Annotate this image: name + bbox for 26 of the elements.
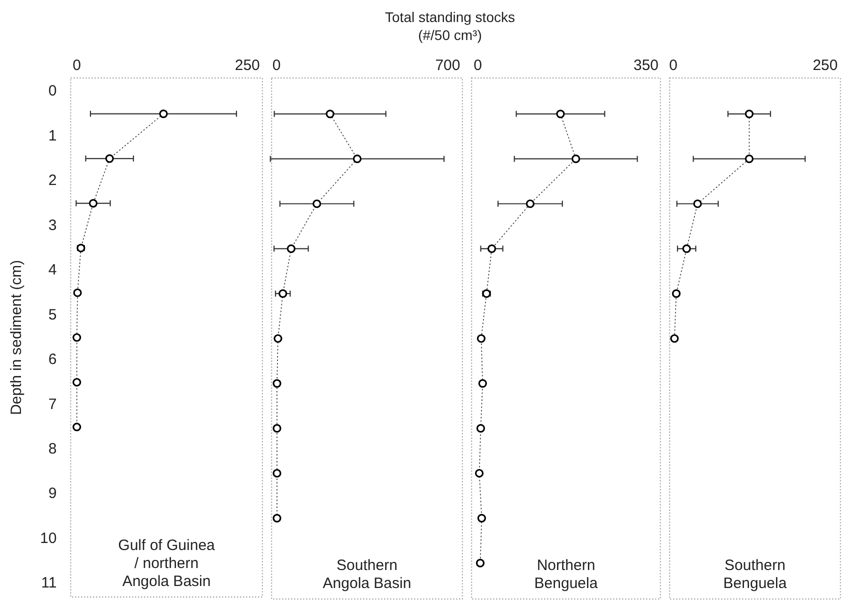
y-tick-label: 11 — [41, 574, 57, 592]
y-tick-label: 4 — [48, 262, 57, 279]
y-tick-label: 10 — [40, 530, 57, 547]
y-tick-label: 7 — [48, 396, 57, 413]
x-tick-label: 0 — [474, 57, 482, 74]
x-tick-label: 700 — [435, 57, 460, 74]
x-tick-label: 0 — [669, 57, 678, 74]
y-tick-label: 6 — [48, 351, 57, 368]
x-tick-label: 250 — [812, 57, 838, 74]
y-tick-label: 1 — [48, 127, 57, 144]
y-axis-title: Depth in sediment (cm) — [8, 260, 26, 416]
x-tick-label: 250 — [234, 57, 260, 74]
annotation: Southern Benguela — [722, 557, 788, 593]
y-tick-label: 9 — [48, 485, 57, 502]
y-tick-label: 0 — [48, 82, 57, 100]
x-tick-label: 0 — [72, 57, 81, 74]
chart-title: Total standing stocks (#/50 cm³) — [384, 8, 516, 44]
y-tick-label: 2 — [48, 172, 57, 190]
x-tick-label: 350 — [633, 57, 659, 74]
annotation: Gulf of Guinea / northern Angola Basin — [117, 537, 216, 591]
y-tick-label: 3 — [48, 216, 57, 234]
annotation: Northern Benguela — [533, 557, 599, 593]
x-tick-label: 0 — [272, 57, 281, 74]
y-tick-label: 8 — [48, 440, 57, 458]
y-tick-label: 5 — [48, 306, 57, 324]
annotation: Southern Angola Basin — [322, 557, 412, 593]
